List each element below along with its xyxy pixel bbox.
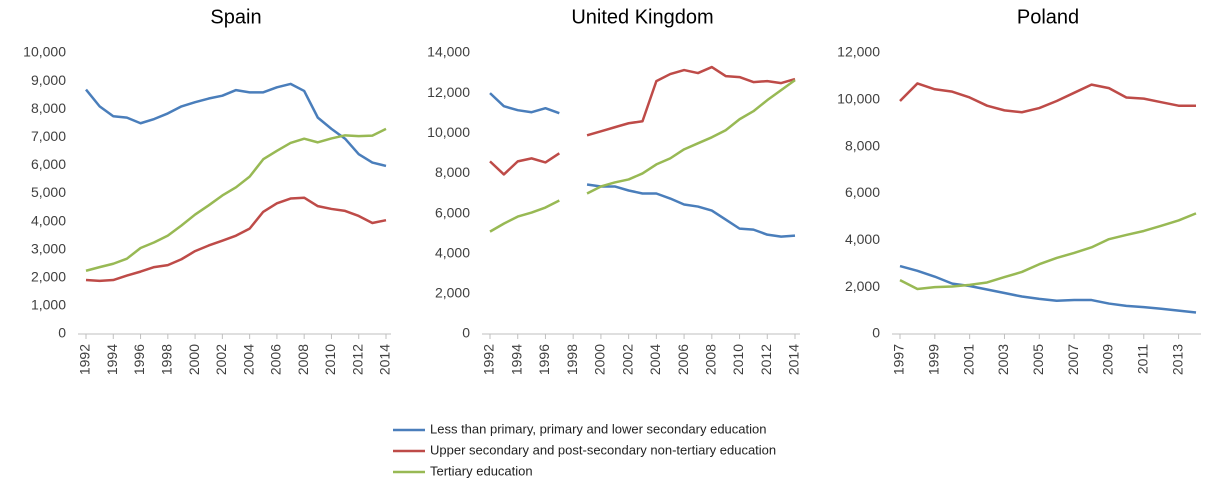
x-tick-label: 2010 (322, 344, 338, 375)
y-tick-label: 2,000 (435, 285, 470, 301)
y-tick-label: 1,000 (31, 297, 66, 313)
x-tick-label: 1996 (131, 344, 147, 375)
x-tick-label: 1992 (481, 344, 497, 375)
y-tick-label: 10,000 (837, 91, 880, 107)
y-tick-label: 4,000 (435, 244, 470, 260)
y-tick-label: 12,000 (427, 84, 470, 100)
y-tick-label: 6,000 (435, 204, 470, 220)
x-tick-label: 1992 (77, 344, 93, 375)
x-tick-label: 2004 (647, 344, 663, 375)
y-tick-label: 0 (872, 325, 880, 341)
x-tick-label: 2010 (730, 344, 746, 375)
x-tick-label: 2008 (295, 344, 311, 375)
y-tick-label: 0 (58, 325, 66, 341)
x-tick-label: 2002 (619, 344, 635, 375)
x-tick-label: 2005 (1030, 344, 1046, 375)
y-tick-label: 6,000 (31, 156, 66, 172)
x-tick-label: 2009 (1100, 344, 1116, 375)
x-tick-label: 2008 (703, 344, 719, 375)
x-tick-label: 1998 (159, 344, 175, 375)
y-tick-label: 9,000 (31, 72, 66, 88)
x-tick-label: 2011 (1134, 344, 1150, 374)
x-tick-label: 2014 (786, 344, 802, 375)
series-line (85, 127, 387, 272)
series-line (85, 196, 387, 283)
x-tick-label: 1994 (104, 344, 120, 375)
x-tick-label: 2003 (995, 344, 1011, 375)
series-line (489, 92, 796, 238)
y-tick-label: 2,000 (845, 278, 880, 294)
series-line (899, 82, 1196, 114)
y-tick-label: 5,000 (31, 184, 66, 200)
series-line (899, 212, 1197, 291)
legend-text: Tertiary education (430, 463, 533, 478)
y-tick-label: 8,000 (435, 164, 470, 180)
x-tick-label: 2000 (186, 344, 202, 375)
y-tick-label: 10,000 (23, 44, 66, 60)
x-tick-label: 2007 (1065, 344, 1081, 375)
x-tick-label: 1997 (891, 344, 907, 375)
y-tick-label: 8,000 (845, 137, 880, 153)
y-tick-label: 14,000 (427, 44, 470, 60)
y-tick-label: 8,000 (31, 100, 66, 116)
x-tick-label: 1996 (536, 344, 552, 375)
x-tick-label: 2006 (268, 344, 284, 375)
y-tick-label: 7,000 (31, 128, 66, 144)
x-tick-label: 2013 (1169, 344, 1185, 375)
y-tick-label: 6,000 (845, 184, 880, 200)
x-tick-label: 2014 (377, 344, 393, 375)
x-tick-label: 2001 (960, 344, 976, 375)
chart-title: Poland (1017, 6, 1079, 28)
chart-title: Spain (210, 6, 261, 28)
series-line (489, 65, 796, 176)
x-tick-label: 2002 (213, 344, 229, 375)
y-tick-label: 2,000 (31, 269, 66, 285)
x-tick-label: 1998 (564, 344, 580, 375)
y-tick-label: 4,000 (31, 212, 66, 228)
y-tick-label: 4,000 (845, 231, 880, 247)
x-tick-label: 2000 (592, 344, 608, 375)
series-line (85, 82, 387, 168)
x-tick-label: 2006 (675, 344, 691, 375)
x-tick-label: 2012 (349, 344, 365, 375)
chart-title: United Kingdom (571, 6, 713, 28)
x-tick-label: 1994 (508, 344, 524, 375)
y-tick-label: 0 (462, 325, 470, 341)
legend-text: Upper secondary and post-secondary non-t… (430, 442, 776, 457)
y-tick-label: 12,000 (837, 44, 880, 60)
series-line (899, 264, 1197, 314)
y-tick-label: 10,000 (427, 124, 470, 140)
y-tick-label: 3,000 (31, 240, 66, 256)
x-tick-label: 2004 (240, 344, 256, 375)
legend-text: Less than primary, primary and lower sec… (430, 421, 766, 436)
series-line (489, 79, 796, 233)
x-tick-label: 2012 (758, 344, 774, 375)
x-tick-label: 1999 (926, 344, 942, 375)
